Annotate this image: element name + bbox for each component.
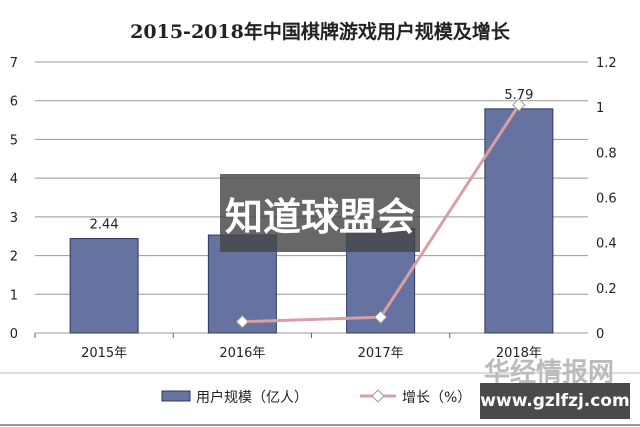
y-right-tick-label: 1.2 [596, 56, 617, 71]
y-left-tick-label: 4 [10, 172, 18, 187]
y-left-tick-label: 7 [10, 56, 18, 71]
y-right-tick-label: 0.4 [596, 237, 617, 252]
y-left-tick-label: 1 [10, 288, 18, 303]
x-tick-label: 2017年 [358, 346, 404, 361]
legend-bar-label: 用户规模（亿人） [196, 389, 308, 406]
growth-point [373, 310, 388, 324]
x-tick-label: 2018年 [496, 346, 542, 361]
bar [69, 238, 139, 334]
watermark-overlay: 知道球盟会 [220, 174, 420, 252]
chart-title: 2015-2018年中国棋牌游戏用户规模及增长 [130, 20, 511, 43]
y-right-tick-label: 0.2 [596, 282, 617, 297]
x-tick-label: 2016年 [219, 346, 265, 361]
data-label: 2.44 [90, 218, 119, 233]
y-left-tick-label: 2 [10, 250, 18, 265]
y-left-tick-label: 0 [10, 327, 18, 342]
y-left-tick-label: 6 [10, 95, 18, 110]
growth-point [235, 315, 250, 329]
legend-line-label: 增长（%） [402, 390, 471, 406]
watermark-url: www.gzlfzj.com [480, 383, 630, 419]
y-left-tick-label: 3 [10, 211, 18, 226]
y-right-tick-label: 0.6 [596, 192, 617, 207]
growth-point [512, 98, 526, 112]
y-right-tick-label: 1 [596, 101, 604, 116]
y-right-tick-label: 0 [596, 327, 604, 342]
data-label: 5.79 [504, 88, 533, 103]
y-right-tick-label: 0.8 [596, 146, 617, 161]
legend-line-marker [371, 389, 385, 403]
y-left-tick-label: 5 [10, 133, 18, 148]
legend-bar-swatch [161, 390, 191, 402]
x-tick-label: 2015年 [81, 346, 127, 361]
